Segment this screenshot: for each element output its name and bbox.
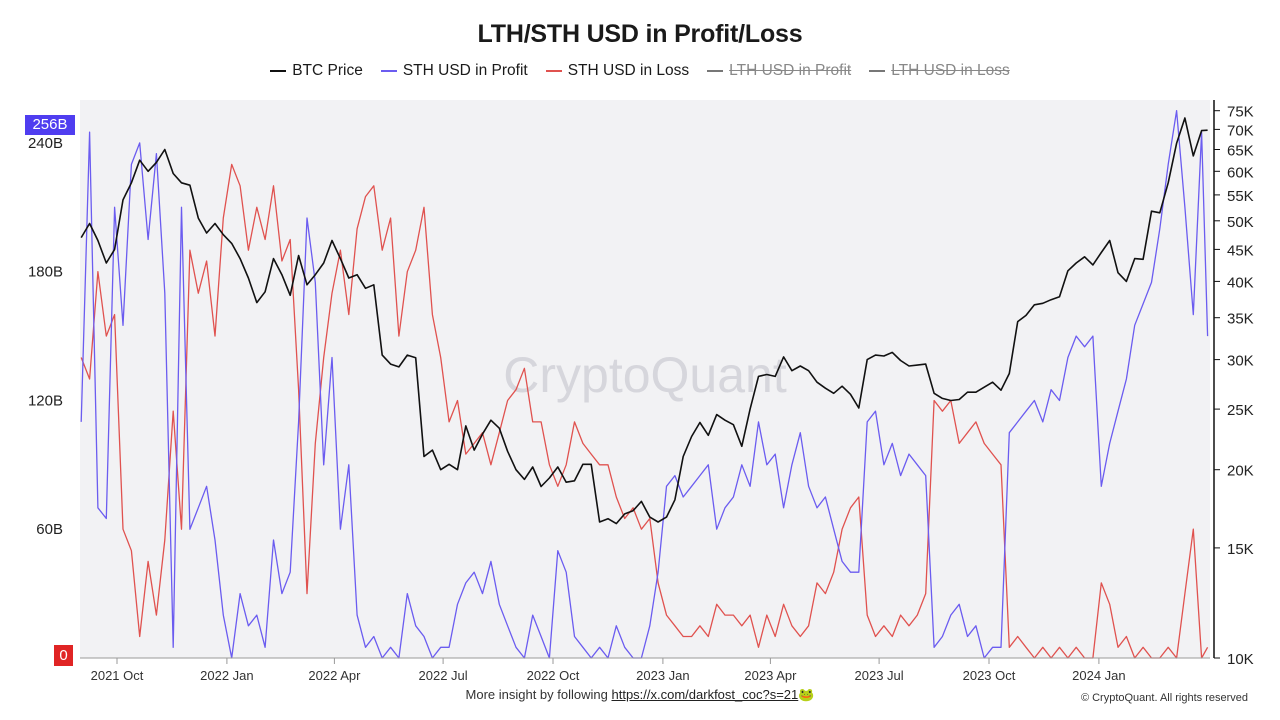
right-axis-tick-label: 30K	[1227, 353, 1254, 370]
legend-swatch-lth-profit	[707, 70, 724, 72]
plot-background	[80, 100, 1210, 658]
x-axis-tick-label: 2022 Jan	[200, 668, 254, 683]
x-axis-tick-label: 2023 Oct	[963, 668, 1016, 683]
legend-swatch-btc-price	[270, 70, 287, 72]
footer-url-link[interactable]: https://x.com/darkfost_coc?s=21	[611, 687, 799, 702]
legend-label-sth-loss: STH USD in Loss	[567, 62, 690, 79]
axis-layer: 60B 120B 180B 240B 10K 15K 20K 25K 30K 35K 40K 45K 5…	[28, 104, 1254, 683]
frog-emoji-icon: 🐸	[798, 687, 815, 702]
legend-swatch-sth-profit	[380, 70, 397, 72]
x-axis-tick-label: 2022 Oct	[527, 668, 580, 683]
left-axis-tick-label: 120B	[28, 393, 63, 410]
right-axis-tick-label: 75K	[1227, 104, 1254, 121]
x-axis-tick-label: 2021 Oct	[91, 668, 144, 683]
legend-label-sth-profit: STH USD in Profit	[402, 62, 528, 79]
series-line-sth-usd-in-profit	[80, 110, 1209, 659]
footer-text: More insight by following	[465, 687, 612, 702]
chart-title: LTH/STH USD in Profit/Loss	[477, 20, 803, 48]
x-axis-tick-label: 2024 Jan	[1072, 668, 1126, 683]
right-axis-tick-label: 60K	[1227, 164, 1254, 181]
right-axis-tick-label: 10K	[1227, 651, 1254, 668]
series-line-sth-usd-in-loss	[80, 163, 1209, 659]
left-axis-tick-label: 60B	[36, 521, 63, 538]
legend-item-lth-profit[interactable]: LTH USD in Profit	[707, 62, 851, 80]
legend-item-btc-price[interactable]: BTC Price	[270, 62, 363, 80]
right-axis-tick-label: 40K	[1227, 274, 1254, 291]
legend-item-lth-loss[interactable]: LTH USD in Loss	[869, 62, 1010, 80]
left-axis-current-value-badge: 256B	[25, 115, 75, 135]
x-axis-tick-label: 2022 Jul	[419, 668, 468, 683]
legend-swatch-lth-loss	[869, 70, 886, 72]
right-axis-tick-label: 55K	[1227, 188, 1254, 205]
legend-swatch-sth-loss	[545, 70, 562, 72]
right-axis-tick-label: 15K	[1227, 541, 1254, 558]
left-axis-zero-badge: 0	[54, 645, 73, 666]
footer-attribution: More insight by following https://x.com/…	[0, 687, 1280, 703]
left-axis-tick-label: 180B	[28, 264, 63, 281]
right-axis-tick-label: 70K	[1227, 122, 1254, 139]
right-axis-tick-label: 65K	[1227, 143, 1254, 160]
right-axis-tick-label: 45K	[1227, 242, 1254, 259]
watermark: CryptoQuant	[503, 347, 787, 403]
right-axis-tick-label: 25K	[1227, 402, 1254, 419]
legend-label-btc-price: BTC Price	[292, 62, 363, 79]
right-axis-tick-label: 35K	[1227, 311, 1254, 328]
right-axis-tick-label: 50K	[1227, 214, 1254, 231]
series-layer	[80, 110, 1209, 659]
x-axis-tick-label: 2023 Jan	[636, 668, 690, 683]
copyright-text: © CryptoQuant. All rights reserved	[1080, 692, 1248, 704]
legend-item-sth-loss[interactable]: STH USD in Loss	[545, 62, 690, 80]
left-axis-tick-label: 240B	[28, 135, 63, 152]
x-axis-tick-label: 2023 Apr	[744, 668, 797, 683]
x-axis-tick-label: 2023 Jul	[855, 668, 904, 683]
chart-legend: BTC Price STH USD in Profit STH USD in L…	[0, 62, 1280, 80]
x-axis-tick-label: 2022 Apr	[308, 668, 361, 683]
legend-label-lth-profit: LTH USD in Profit	[729, 62, 852, 79]
legend-label-lth-loss: LTH USD in Loss	[891, 62, 1010, 79]
right-axis-tick-label: 20K	[1227, 463, 1254, 480]
series-line-btc-price	[80, 117, 1208, 525]
legend-item-sth-profit[interactable]: STH USD in Profit	[380, 62, 528, 80]
